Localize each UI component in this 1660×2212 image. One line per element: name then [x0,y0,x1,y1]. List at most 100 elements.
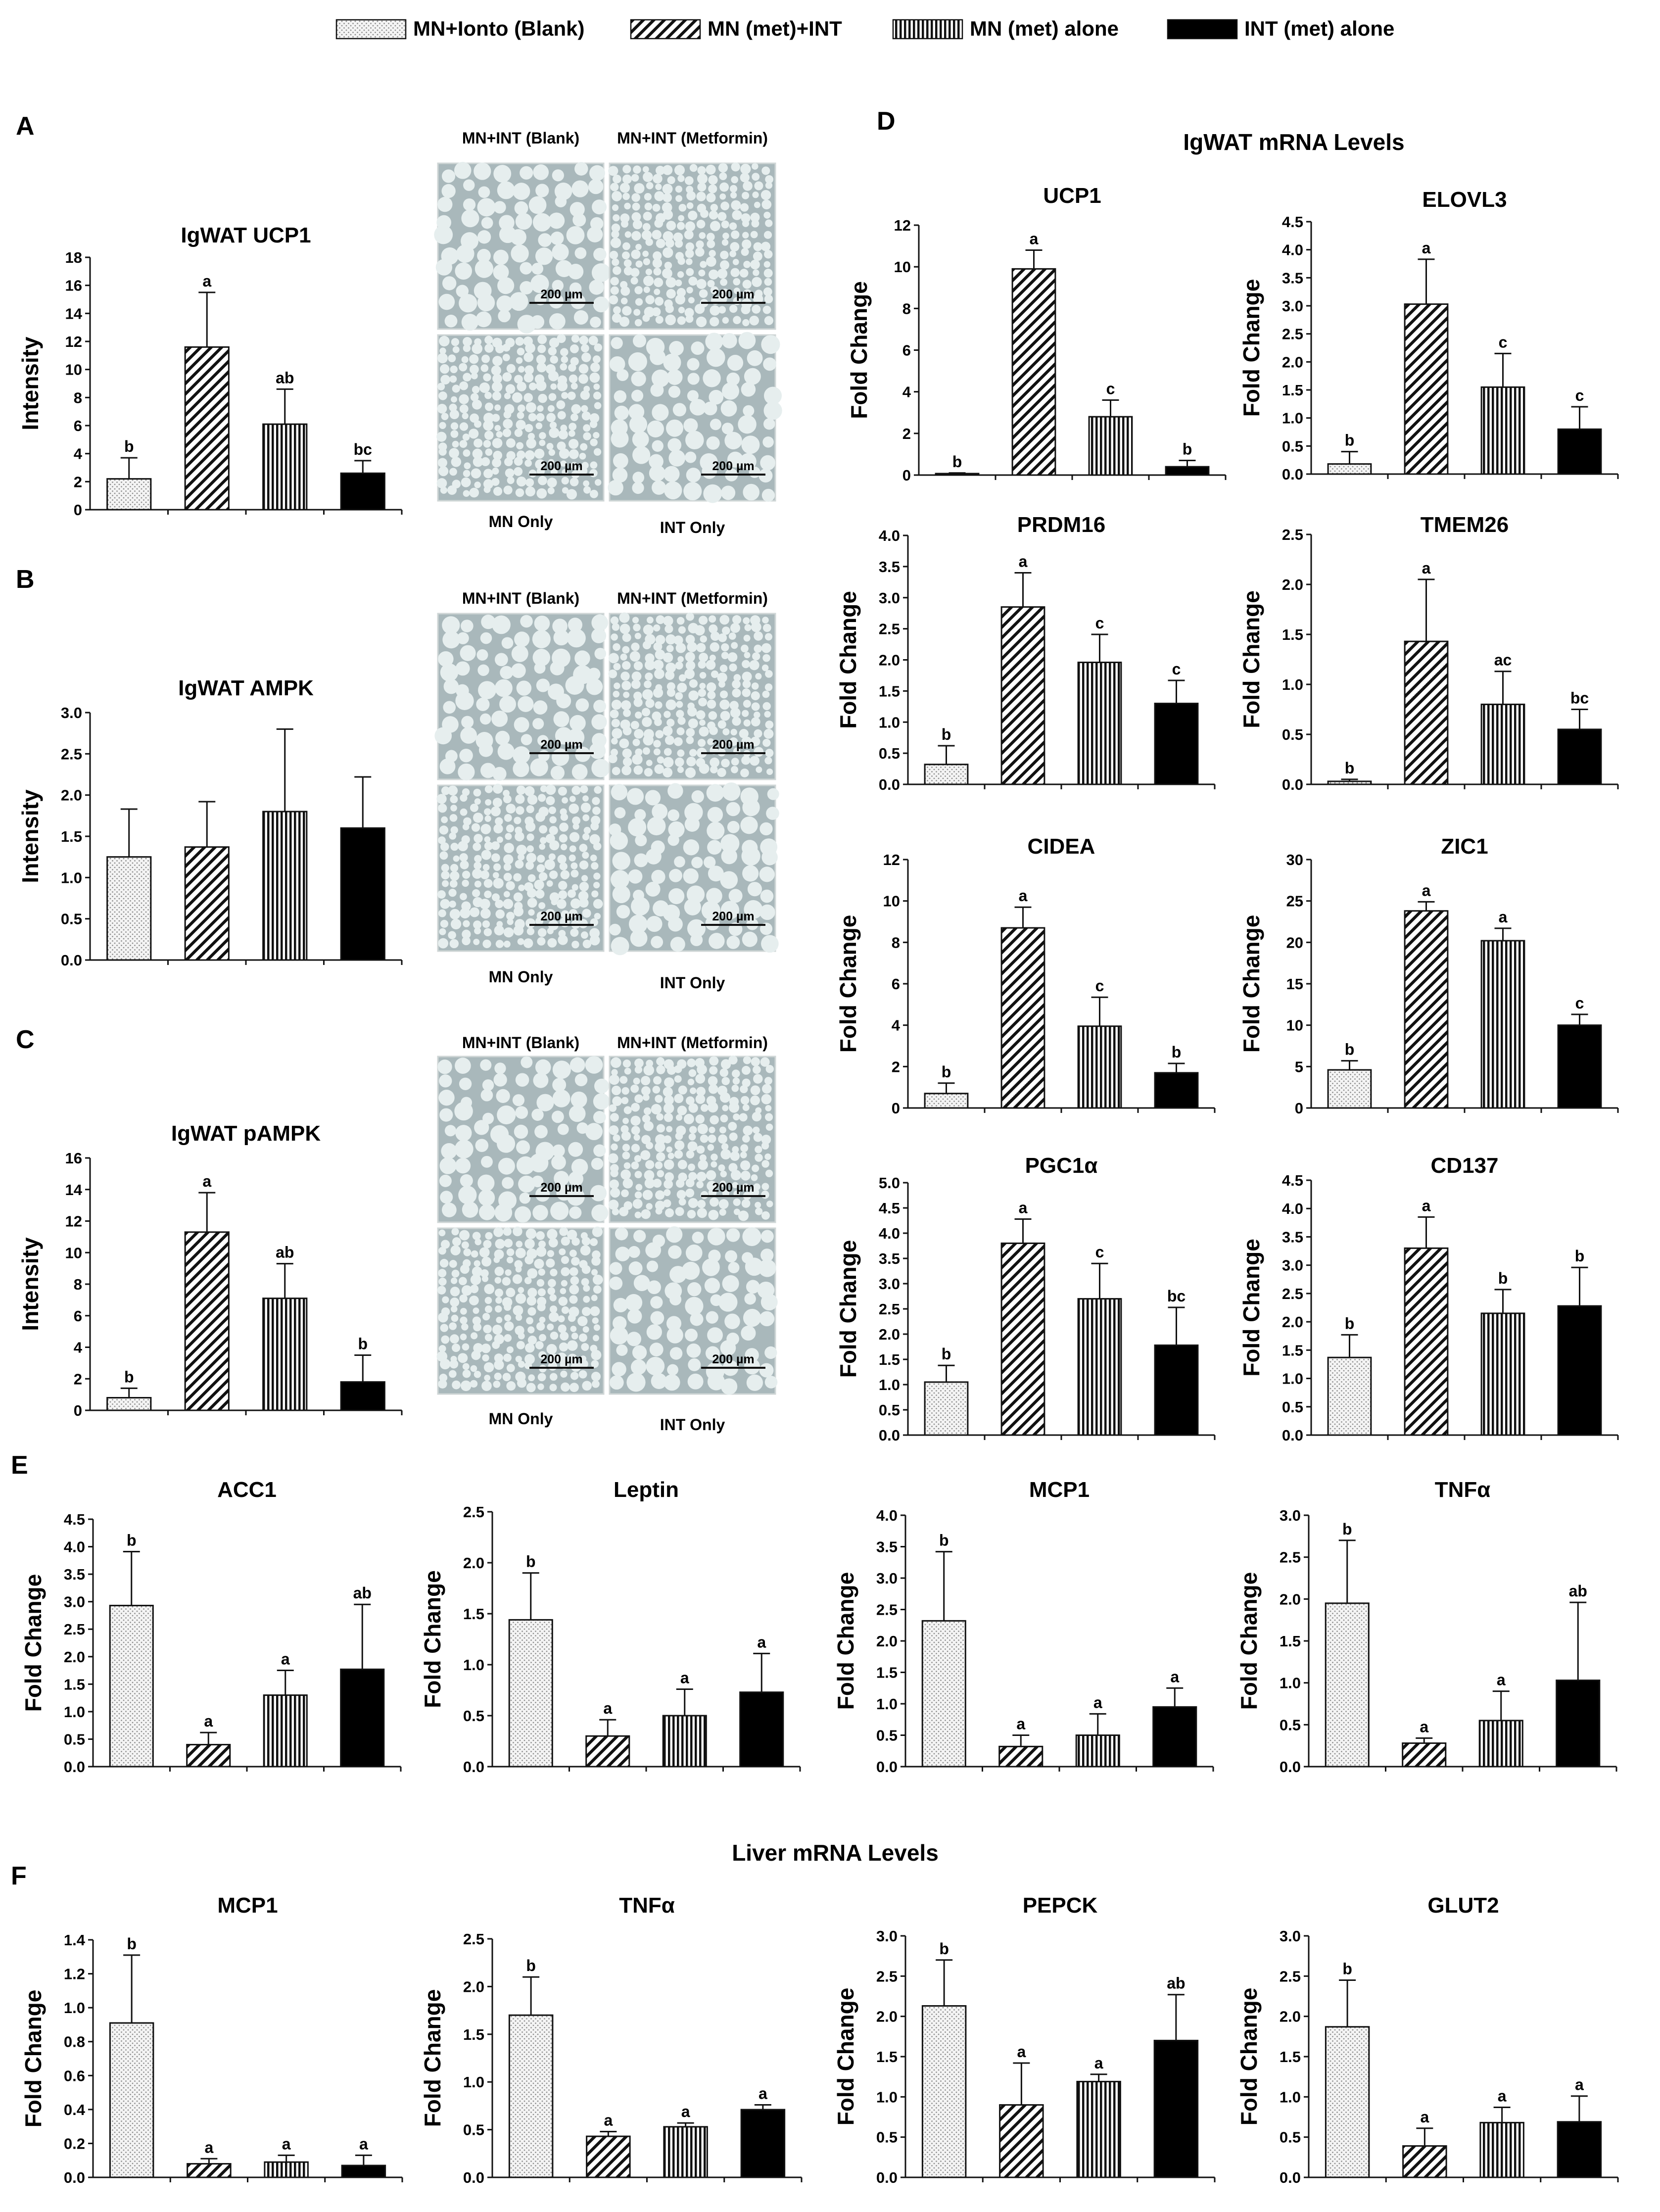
adipocyte-cell [535,1059,551,1075]
y-axis-label: Fold Change [833,1988,858,2126]
adipocyte-cell [678,204,687,212]
adipocyte-cell [567,1229,577,1240]
adipocyte-cell [470,907,480,917]
adipocyte-cell [478,1189,495,1206]
adipocyte-cell [749,1187,759,1198]
adipocyte-cell [484,841,493,851]
adipocyte-cell [634,1058,644,1068]
adipocyte-cell [474,481,481,488]
adipocyte-cell [536,362,547,373]
adipocyte-cell [633,698,643,707]
adipocyte-cell [710,305,720,316]
adipocyte-cell [482,864,490,871]
adipocyte-cell [738,1210,749,1221]
adipocyte-cell [481,354,490,363]
adipocyte-cell [474,1238,482,1246]
y-tick-label: 0.5 [879,745,900,762]
adipocyte-cell [688,210,698,221]
significance-letter: a [759,2084,767,2102]
adipocyte-cell [755,1146,762,1154]
adipocyte-cell [549,816,557,823]
adipocyte-cell [436,794,447,804]
significance-letter: a [1170,1668,1179,1685]
adipocyte-cell [609,250,618,259]
adipocyte-cell [593,1285,602,1294]
adipocyte-cell [744,652,751,659]
micrograph-label-int-only: INT Only [660,1416,725,1434]
adipocyte-cell [655,730,664,739]
y-tick-label: 0.0 [64,2169,85,2186]
scale-bar-label: 200 µm [540,1181,582,1195]
adipocyte-cell [696,1087,706,1096]
adipocyte-cell [754,644,762,653]
adipocyte-cell [447,785,458,796]
adipocyte-cell [451,457,462,467]
adipocyte-cell [571,180,589,197]
adipocyte-cell [479,1204,495,1220]
adipocyte-cell [613,1298,628,1312]
adipocyte-cell [506,804,516,814]
adipocyte-cell [628,869,643,884]
adipocyte-cell [655,701,663,709]
adipocyte-cell [473,456,483,467]
adipocyte-cell [550,355,559,364]
scale-bar-label: 200 µm [712,1181,754,1195]
micrograph-int-only: 200 µm [608,332,782,503]
adipocyte-cell [538,794,546,802]
adipocyte-cell [530,758,548,776]
adipocyte-cell [765,219,773,227]
adipocyte-cell [731,162,740,172]
adipocyte-cell [591,628,607,643]
adipocyte-cell [642,166,649,173]
adipocyte-cell [727,820,740,833]
adipocyte-cell [438,651,454,667]
adipocyte-cell [622,726,632,736]
adipocyte-cell [571,1237,580,1246]
adipocyte-cell [537,1373,546,1382]
adipocyte-cell [742,710,749,717]
adipocyte-cell [754,747,764,757]
adipocyte-cell [764,316,773,325]
adipocyte-cell [752,163,759,170]
adipocyte-cell [733,288,740,294]
adipocyte-cell [730,1151,740,1161]
adipocyte-cell [523,373,534,383]
adipocyte-cell [527,794,538,805]
adipocyte-cell [450,871,460,881]
adipocyte-cell [761,488,775,502]
adipocyte-cell [503,940,511,948]
adipocyte-cell [526,853,536,863]
adipocyte-cell [436,478,447,488]
adipocyte-cell [540,785,547,792]
adipocyte-cell [657,1170,664,1178]
adipocyte-cell [730,728,737,736]
adipocyte-cell [744,1358,760,1375]
significance-letter: a [1420,2108,1429,2126]
significance-letter: b [942,1063,951,1081]
adipocyte-cell [441,169,456,183]
adipocyte-cell [728,1163,738,1172]
adipocyte-cell [514,1124,528,1139]
adipocyte-cell [685,221,696,232]
adipocyte-cell [513,873,522,882]
adipocyte-cell [520,262,532,275]
significance-letter: ac [1494,651,1512,669]
adipocyte-cell [591,1204,609,1222]
adipocyte-cell [732,259,739,265]
adipocyte-cell [506,1288,516,1298]
significance-letter: c [1095,614,1104,632]
adipocyte-cell [536,678,550,692]
adipocyte-cell [729,737,738,746]
adipocyte-cell [460,1174,473,1187]
adipocyte-cell [593,1110,606,1124]
adipocyte-cell [458,841,468,852]
adipocyte-cell [619,612,630,623]
adipocyte-cell [652,203,661,212]
adipocyte-cell [743,181,753,191]
adipocyte-cell [440,1324,449,1332]
adipocyte-cell [610,286,619,295]
adipocyte-cell [480,364,489,372]
adipocyte-cell [553,711,569,727]
